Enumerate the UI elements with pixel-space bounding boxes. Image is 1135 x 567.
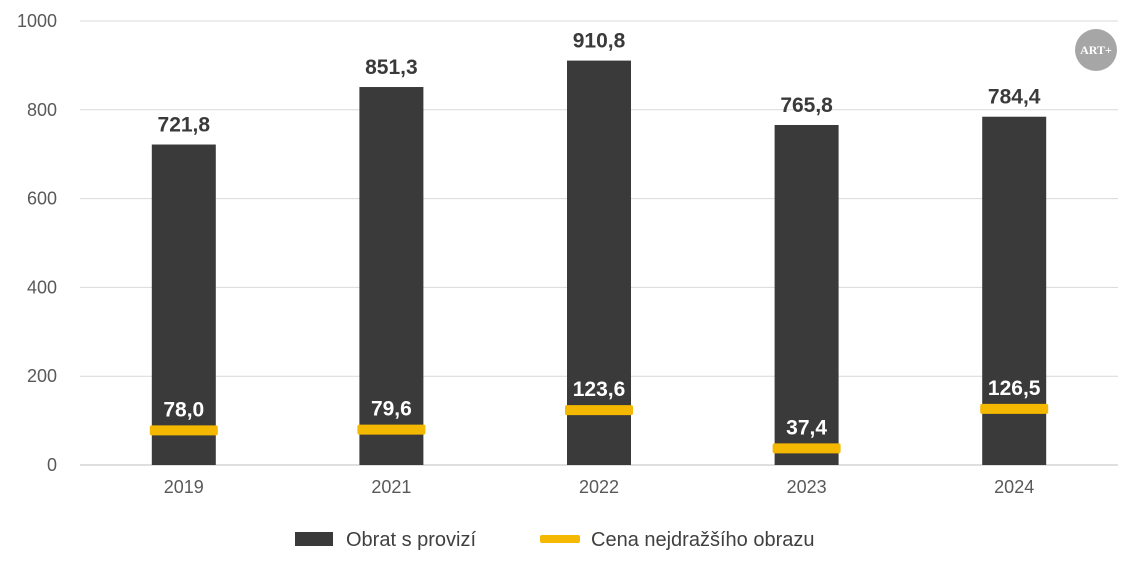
- y-tick-label: 400: [27, 277, 57, 297]
- y-tick-label: 600: [27, 189, 57, 209]
- marker-value-label: 126,5: [988, 377, 1041, 400]
- x-tick-label: 2023: [787, 477, 827, 497]
- bar: [774, 124, 839, 465]
- x-axis: 2019 2021 2022 2023 2024: [164, 477, 1034, 497]
- legend-swatch-bar: [295, 532, 333, 546]
- logo-text: ART+: [1080, 43, 1112, 57]
- bar-value-label: 784,4: [988, 86, 1041, 109]
- x-tick-label: 2021: [371, 477, 411, 497]
- marker: [980, 403, 1049, 414]
- bar-value-label: 721,8: [158, 114, 211, 137]
- legend-swatch-marker: [540, 535, 580, 543]
- marker: [565, 405, 633, 416]
- marker: [357, 424, 426, 435]
- y-tick-label: 1000: [17, 11, 57, 31]
- bar-series: 721,8 851,3 910,8 765,8 784,4: [151, 30, 1047, 466]
- y-tick-label: 200: [27, 366, 57, 386]
- legend: Obrat s provizí Cena nejdražšího obrazu: [295, 529, 814, 551]
- bar-value-label: 765,8: [780, 94, 833, 117]
- marker: [149, 425, 218, 436]
- y-tick-label: 0: [47, 455, 57, 475]
- legend-label-bar: Obrat s provizí: [346, 529, 476, 551]
- bar-value-label: 910,8: [573, 30, 626, 53]
- y-axis: 0 200 400 600 800 1000: [17, 11, 57, 475]
- bar: [567, 60, 631, 466]
- marker-value-label: 78,0: [163, 398, 204, 421]
- bar: [359, 87, 424, 465]
- marker-value-label: 123,6: [573, 378, 626, 401]
- bar: [151, 144, 216, 465]
- marker: [772, 443, 841, 454]
- x-tick-label: 2024: [994, 477, 1034, 497]
- bar-value-label: 851,3: [365, 56, 418, 79]
- x-tick-label: 2019: [164, 477, 204, 497]
- marker-series: 78,0 79,6 123,6 37,4 126,5: [149, 377, 1049, 454]
- marker-value-label: 79,6: [371, 398, 412, 421]
- marker-value-label: 37,4: [786, 416, 827, 439]
- x-tick-label: 2022: [579, 477, 619, 497]
- legend-label-marker: Cena nejdražšího obrazu: [591, 529, 814, 551]
- y-tick-label: 800: [27, 100, 57, 120]
- art-plus-logo: ART+: [1075, 29, 1117, 71]
